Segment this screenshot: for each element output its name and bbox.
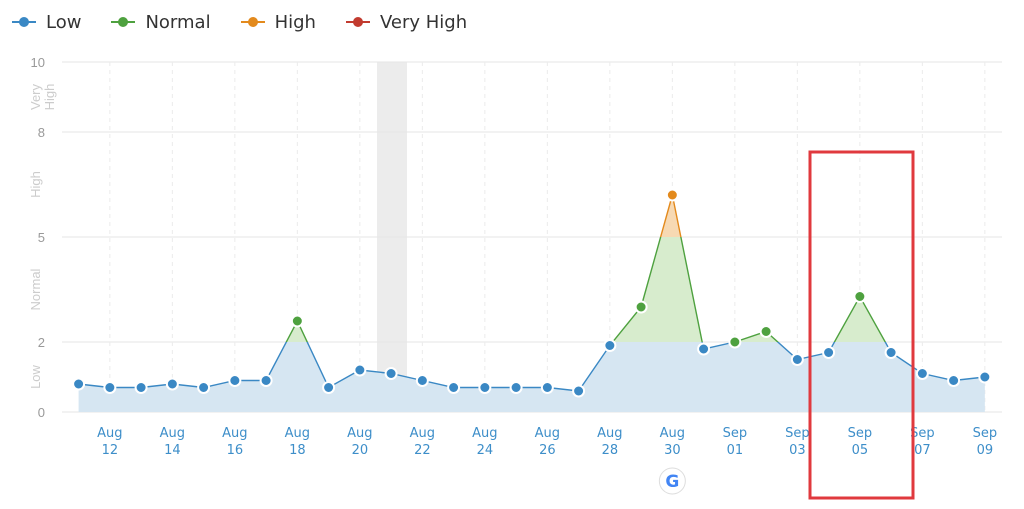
data-point [228,374,242,387]
xtick-label-month: Aug [97,426,122,441]
legend-swatch-low [12,10,36,34]
data-point [634,300,648,314]
xtick-label-month: Aug [660,426,685,441]
data-point [134,381,148,394]
xtick-label-month: Aug [285,426,310,441]
xtick-label-day: 14 [164,443,181,458]
legend-item-low[interactable]: Low [12,10,81,34]
legend-label-normal: Normal [145,11,211,33]
band-label: High [42,84,57,111]
data-point [947,374,961,387]
ytick-label: 10 [31,55,45,70]
ytick-label: 5 [38,230,45,245]
data-point [822,346,836,359]
highlight-callout-box [808,150,915,500]
data-point [72,377,86,391]
data-point [759,325,773,338]
legend-item-high[interactable]: High [240,10,316,34]
xtick-label-month: Sep [973,426,998,441]
data-point [572,384,586,398]
data-point [384,367,398,380]
xtick-label-month: Aug [347,426,372,441]
xtick-label-day: 24 [477,443,494,458]
xtick-label-month: Aug [160,426,185,441]
band-label: Normal [28,268,43,310]
band-label: High [28,171,43,198]
legend-label-low: Low [46,11,82,33]
data-point [478,381,492,394]
area-fill-band [660,195,681,237]
data-point [322,381,336,394]
data-point [884,346,898,359]
google-icon-glyph: G [665,472,679,492]
ytick-label: 0 [38,405,45,420]
area-fill-band [78,342,985,412]
xtick-label-day: 05 [852,443,869,458]
xtick-label-day: 22 [414,443,431,458]
xtick-label-month: Sep [910,426,935,441]
data-point [290,314,304,328]
ytick-label: 2 [38,335,45,350]
data-point [447,381,461,394]
chart-legend: Low Normal High Very High [12,10,497,34]
data-point [853,290,867,303]
data-point [103,381,117,394]
data-point [697,342,711,356]
xtick-label-month: Aug [535,426,560,441]
xtick-label-month: Sep [723,426,748,441]
data-point [540,381,554,394]
data-point [978,370,992,384]
xtick-label-day: 26 [539,443,556,458]
xtick-label-month: Aug [472,426,497,441]
legend-swatch-normal [111,10,136,34]
data-point [165,377,179,391]
data-point [665,188,679,202]
xtick-label-day: 07 [914,443,931,458]
xtick-label-month: Aug [410,426,435,441]
xtick-label-day: 16 [227,443,244,458]
data-point [790,353,804,366]
ytick-label: 8 [38,125,45,140]
xtick-label-day: 12 [102,443,119,458]
legend-swatch-very-high [345,10,370,34]
xtick-label-month: Sep [848,426,873,441]
legend-item-very-high[interactable]: Very High [345,10,468,34]
data-point [197,381,211,394]
xtick-label-day: 20 [352,443,369,458]
xtick-label-day: 18 [289,443,306,458]
data-point [259,374,273,387]
data-point [353,363,367,377]
data-point [509,381,523,394]
xtick-label-day: 01 [727,443,744,458]
xtick-label-month: Aug [597,426,622,441]
xtick-label-day: 30 [664,443,681,458]
google-icon [658,467,686,495]
band-label: Very [28,83,43,110]
legend-label-very-high: Very High [379,11,468,33]
xtick-label-day: 28 [602,443,619,458]
data-point [603,339,617,352]
data-point [915,367,929,380]
xtick-label-month: Sep [785,426,810,441]
xtick-label-day: 09 [977,443,994,458]
xtick-label-month: Aug [222,426,247,441]
data-point [415,374,429,387]
legend-swatch-high [240,10,265,34]
legend-label-high: High [274,11,316,33]
band-label: Low [28,364,43,388]
legend-item-normal[interactable]: Normal [111,10,211,34]
xtick-label-day: 03 [789,443,806,458]
data-point [728,335,742,349]
